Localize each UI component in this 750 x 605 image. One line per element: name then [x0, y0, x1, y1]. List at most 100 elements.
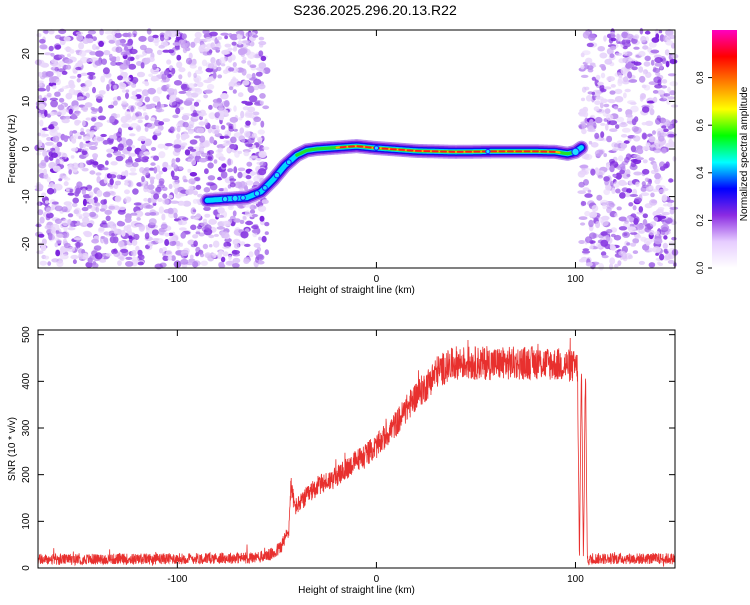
noise-speckle	[592, 92, 596, 95]
noise-speckle	[631, 145, 636, 152]
noise-speckle	[610, 90, 616, 94]
noise-speckle	[83, 136, 90, 141]
noise-speckle	[217, 74, 222, 78]
x-tick-label: -100	[167, 574, 187, 585]
noise-speckle	[47, 188, 54, 195]
noise-speckle	[82, 150, 88, 155]
noise-speckle	[238, 40, 242, 45]
noise-speckle	[247, 52, 255, 59]
noise-speckle	[587, 65, 594, 70]
noise-speckle	[162, 167, 167, 172]
noise-speckle	[55, 45, 61, 50]
noise-speckle	[188, 130, 194, 134]
noise-speckle	[196, 151, 201, 156]
noise-speckle	[51, 152, 58, 158]
noise-speckle	[584, 211, 590, 216]
noise-speckle	[650, 145, 656, 148]
noise-speckle	[579, 259, 585, 263]
noise-speckle	[83, 221, 87, 226]
noise-speckle	[70, 255, 78, 259]
noise-speckle	[144, 48, 153, 54]
noise-speckle	[226, 122, 231, 125]
noise-speckle	[630, 164, 638, 170]
noise-speckle	[258, 205, 266, 212]
noise-speckle	[193, 199, 198, 204]
noise-speckle	[76, 34, 83, 41]
noise-speckle	[193, 217, 199, 220]
noise-speckle	[233, 48, 237, 52]
noise-speckle	[604, 86, 612, 89]
noise-speckle	[207, 51, 212, 55]
noise-speckle	[148, 242, 154, 247]
noise-speckle	[659, 65, 663, 70]
x-tick-label: 0	[374, 274, 380, 285]
noise-speckle	[55, 35, 62, 39]
noise-speckle	[668, 178, 673, 182]
noise-speckle	[609, 159, 615, 164]
noise-speckle	[222, 231, 230, 238]
noise-speckle	[172, 176, 179, 180]
noise-speckle	[603, 153, 607, 157]
noise-speckle	[638, 66, 643, 73]
noise-speckle	[663, 235, 667, 239]
noise-speckle	[623, 76, 628, 82]
noise-speckle	[258, 151, 266, 158]
noise-speckle	[89, 75, 93, 80]
noise-speckle	[196, 231, 201, 234]
noise-speckle	[258, 237, 262, 241]
noise-speckle	[265, 249, 269, 255]
noise-speckle	[160, 34, 165, 41]
noise-speckle	[91, 206, 95, 212]
noise-speckle	[201, 44, 208, 48]
noise-speckle	[40, 261, 47, 266]
noise-speckle	[610, 245, 616, 251]
y-tick-label: -20	[21, 237, 32, 252]
noise-speckle	[94, 127, 100, 130]
noise-speckle	[597, 46, 605, 51]
noise-speckle	[588, 190, 592, 193]
noise-speckle	[626, 188, 632, 193]
noise-speckle	[204, 187, 211, 193]
noise-speckle	[208, 156, 213, 160]
noise-speckle	[245, 111, 252, 117]
noise-speckle	[82, 38, 89, 44]
noise-speckle	[217, 207, 225, 213]
noise-speckle	[66, 93, 73, 100]
noise-speckle	[95, 203, 101, 207]
noise-speckle	[134, 202, 142, 205]
noise-speckle	[124, 196, 131, 203]
noise-speckle	[645, 31, 651, 35]
noise-speckle	[623, 233, 627, 236]
noise-speckle	[617, 260, 621, 266]
noise-speckle	[181, 135, 186, 140]
noise-speckle	[233, 89, 237, 94]
noise-speckle	[580, 121, 586, 124]
noise-speckle	[598, 263, 604, 270]
noise-speckle	[171, 31, 178, 34]
noise-speckle	[614, 213, 618, 217]
noise-speckle	[584, 193, 592, 198]
noise-speckle	[46, 85, 50, 92]
noise-speckle	[103, 237, 108, 243]
noise-speckle	[640, 237, 646, 242]
noise-speckle	[88, 257, 93, 263]
noise-speckle	[163, 118, 171, 122]
noise-speckle	[113, 85, 117, 89]
noise-speckle	[224, 242, 228, 247]
noise-speckle	[91, 239, 99, 244]
noise-speckle	[124, 46, 128, 51]
noise-speckle	[670, 81, 678, 86]
noise-speckle	[150, 162, 155, 166]
noise-speckle	[159, 178, 165, 184]
noise-speckle	[69, 84, 75, 89]
noise-speckle	[654, 217, 658, 222]
noise-speckle	[79, 50, 86, 57]
noise-speckle	[44, 256, 49, 260]
noise-speckle	[125, 93, 129, 99]
noise-speckle	[665, 253, 672, 260]
noise-speckle	[176, 133, 180, 139]
noise-speckle	[655, 231, 660, 236]
